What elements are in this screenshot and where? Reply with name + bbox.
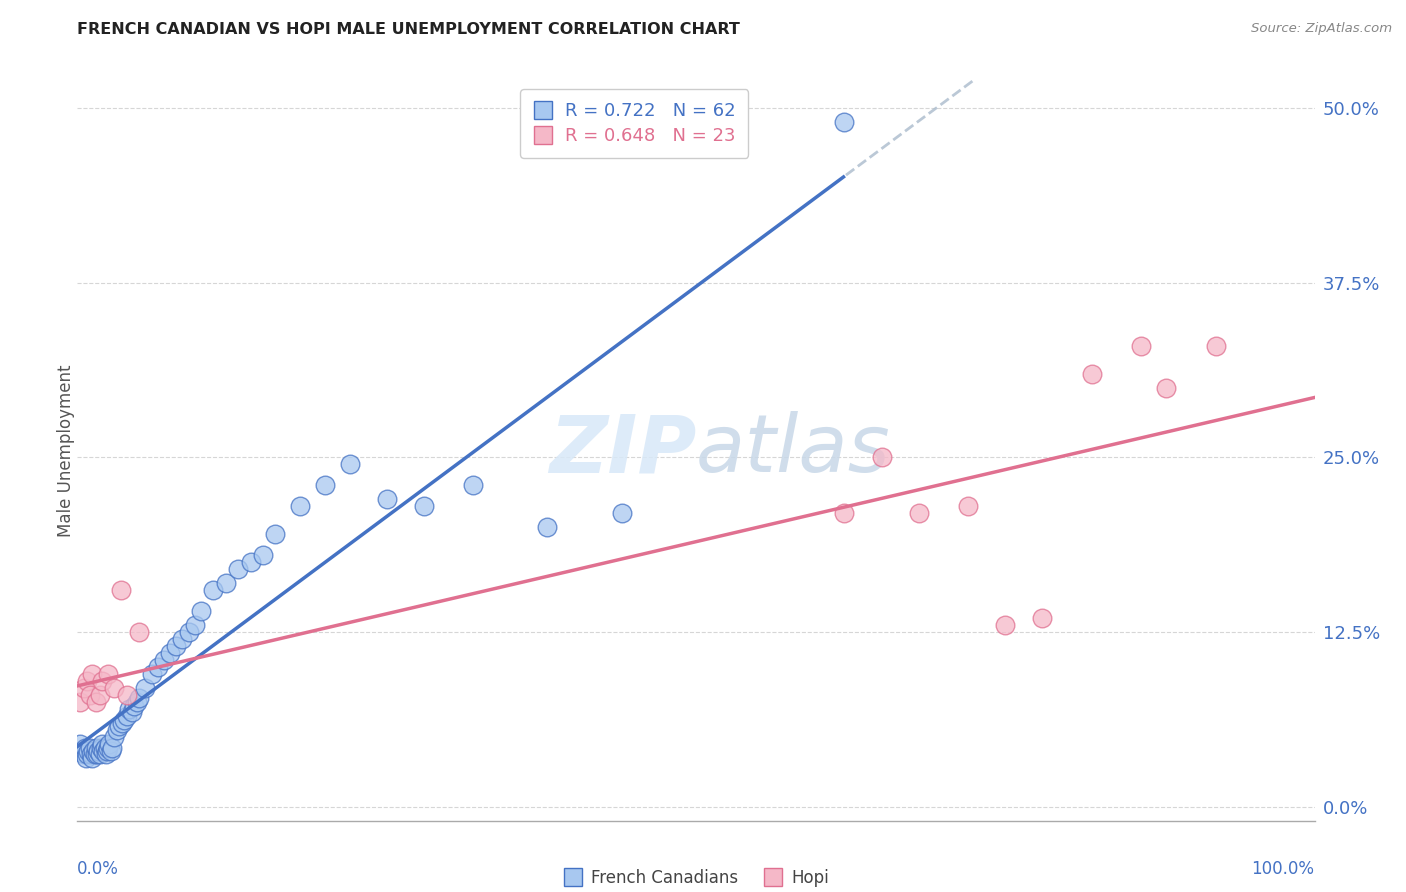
Point — [239, 555, 262, 569]
Point — [89, 747, 111, 761]
Point — [146, 660, 169, 674]
Point — [76, 673, 98, 688]
Point — [463, 478, 485, 492]
Point — [118, 702, 141, 716]
Point — [110, 583, 132, 598]
Point — [128, 625, 150, 640]
Point — [100, 744, 122, 758]
Y-axis label: Male Unemployment: Male Unemployment — [58, 364, 75, 537]
Point — [115, 709, 138, 723]
Text: 0.0%: 0.0% — [77, 860, 120, 878]
Point — [375, 492, 398, 507]
Point — [69, 695, 91, 709]
Point — [82, 751, 104, 765]
Point — [101, 741, 124, 756]
Point — [84, 695, 107, 709]
Point — [105, 723, 128, 737]
Point — [69, 737, 91, 751]
Point — [93, 741, 115, 756]
Point — [77, 744, 100, 758]
Point — [994, 618, 1017, 632]
Point — [412, 500, 434, 514]
Point — [79, 688, 101, 702]
Point — [89, 688, 111, 702]
Point — [165, 639, 187, 653]
Point — [1031, 611, 1053, 625]
Point — [134, 681, 156, 695]
Legend: French Canadians, Hopi: French Canadians, Hopi — [555, 863, 837, 892]
Text: atlas: atlas — [696, 411, 891, 490]
Point — [610, 506, 633, 520]
Point — [82, 667, 104, 681]
Point — [121, 705, 143, 719]
Point — [1130, 339, 1153, 353]
Point — [73, 741, 96, 756]
Point — [264, 527, 287, 541]
Point — [103, 730, 125, 744]
Point — [80, 747, 103, 761]
Point — [108, 719, 131, 733]
Text: 100.0%: 100.0% — [1251, 860, 1315, 878]
Point — [339, 458, 361, 472]
Text: FRENCH CANADIAN VS HOPI MALE UNEMPLOYMENT CORRELATION CHART: FRENCH CANADIAN VS HOPI MALE UNEMPLOYMEN… — [77, 22, 740, 37]
Point — [79, 741, 101, 756]
Text: ZIP: ZIP — [548, 411, 696, 490]
Point — [83, 747, 105, 761]
Text: Source: ZipAtlas.com: Source: ZipAtlas.com — [1251, 22, 1392, 36]
Point — [112, 713, 135, 727]
Point — [288, 500, 311, 514]
Point — [87, 744, 110, 758]
Point — [314, 478, 336, 492]
Point — [72, 744, 94, 758]
Point — [72, 747, 94, 761]
Point — [91, 737, 114, 751]
Point — [98, 737, 121, 751]
Point — [536, 520, 558, 534]
Point — [91, 744, 114, 758]
Point — [76, 747, 98, 761]
Point — [111, 715, 134, 730]
Point — [226, 562, 249, 576]
Point — [177, 625, 200, 640]
Point — [122, 699, 145, 714]
Point — [72, 681, 94, 695]
Point — [91, 673, 114, 688]
Point — [202, 583, 225, 598]
Point — [94, 747, 117, 761]
Point — [834, 115, 856, 129]
Point — [103, 681, 125, 695]
Point — [96, 744, 118, 758]
Point — [172, 632, 194, 646]
Point — [1205, 339, 1227, 353]
Point — [215, 576, 238, 591]
Point — [125, 695, 148, 709]
Point — [86, 747, 108, 761]
Point — [84, 741, 107, 756]
Point — [115, 688, 138, 702]
Point — [97, 741, 120, 756]
Point — [90, 741, 112, 756]
Point — [128, 690, 150, 705]
Point — [870, 450, 893, 465]
Point — [184, 618, 207, 632]
Point — [82, 744, 104, 758]
Point — [907, 506, 929, 520]
Point — [252, 548, 274, 562]
Point — [1081, 367, 1104, 381]
Point — [190, 604, 212, 618]
Point — [141, 667, 163, 681]
Point — [834, 506, 856, 520]
Point — [97, 667, 120, 681]
Point — [75, 751, 97, 765]
Point — [159, 646, 181, 660]
Point — [153, 653, 176, 667]
Point — [1154, 381, 1177, 395]
Point — [957, 500, 980, 514]
